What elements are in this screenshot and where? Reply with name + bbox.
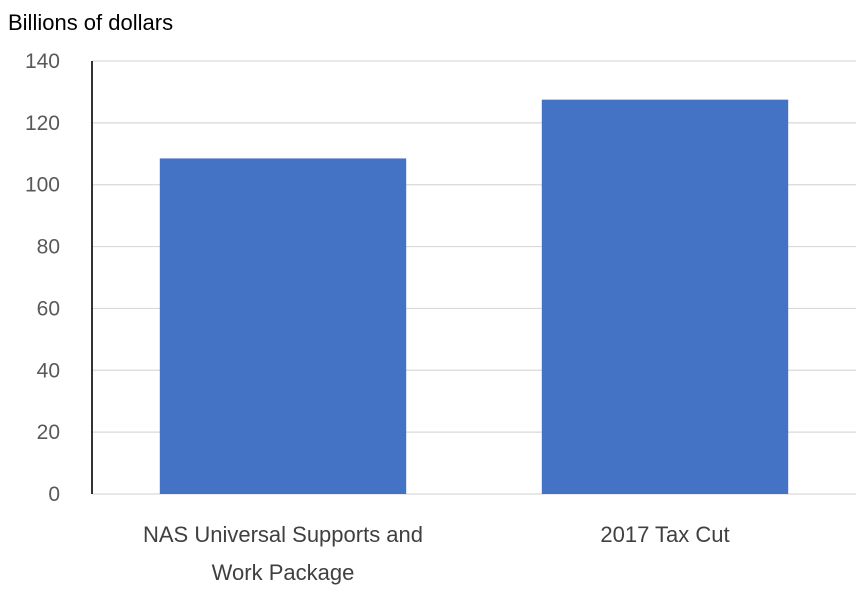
- y-tick-label: 120: [25, 112, 60, 135]
- bar: [541, 99, 789, 495]
- y-tick-label: 80: [37, 236, 60, 259]
- bars: [159, 99, 789, 495]
- y-tick-label: 0: [48, 483, 60, 506]
- bar: [159, 158, 407, 495]
- y-tick-label: 40: [37, 359, 60, 382]
- x-category-label: NAS Universal Supports and: [143, 522, 423, 547]
- y-tick-label: 140: [25, 50, 60, 73]
- x-category-label: 2017 Tax Cut: [600, 522, 729, 547]
- y-tick-label: 20: [37, 421, 60, 444]
- y-tick-label: 60: [37, 297, 60, 320]
- category-labels: NAS Universal Supports and Work Package 20…: [143, 522, 730, 585]
- y-tick-label: 100: [25, 174, 60, 197]
- x-category-label: Work Package: [212, 560, 355, 585]
- y-tick-labels: 0 20 40 60 80 100 120 140: [25, 50, 60, 506]
- y-axis-unit-label: Billions of dollars: [8, 10, 173, 35]
